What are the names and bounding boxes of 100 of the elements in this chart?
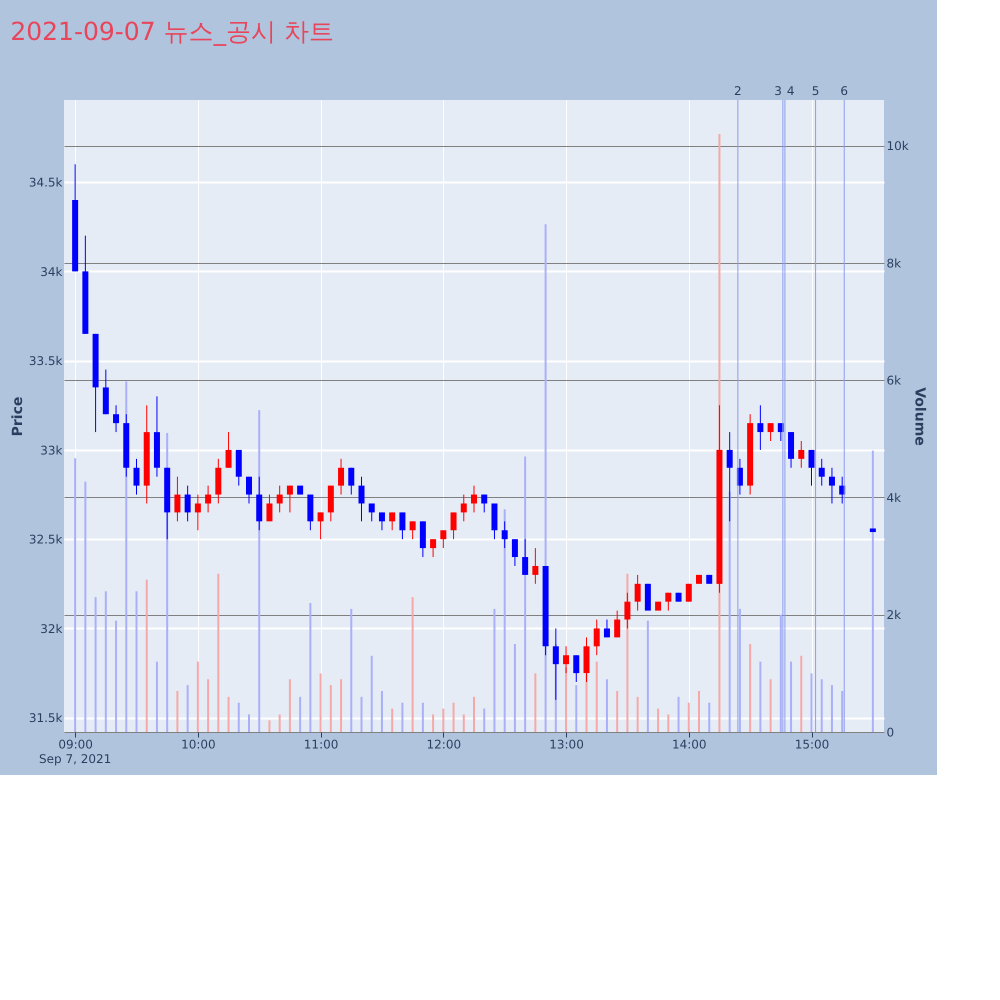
- candlestick: [818, 458, 825, 486]
- candlestick: [399, 512, 406, 540]
- x-tick-label: 13:00: [549, 738, 584, 752]
- bar: [104, 591, 107, 732]
- candlestick: [665, 592, 672, 612]
- ref-line-label: 5: [812, 84, 820, 98]
- candlestick: [276, 485, 283, 513]
- y2-tick-label: 0: [886, 726, 894, 740]
- bar: [228, 696, 230, 732]
- candlestick: [768, 422, 774, 442]
- candlestick: [174, 476, 180, 522]
- candlestick: [338, 458, 344, 496]
- candlestick: [378, 512, 385, 531]
- y-tick-label: 33k: [40, 443, 63, 458]
- candlestick: [184, 485, 191, 522]
- candlestick: [512, 538, 518, 566]
- candlestick: [481, 494, 488, 513]
- bar: [74, 458, 76, 732]
- candlestick: [389, 512, 396, 531]
- bar: [340, 679, 342, 732]
- ref-line-label: 3: [774, 84, 782, 98]
- bar: [759, 662, 762, 732]
- bar: [738, 608, 741, 732]
- bar: [360, 696, 362, 732]
- bar: [452, 702, 455, 732]
- bar: [94, 597, 97, 732]
- bar: [483, 708, 486, 732]
- candlestick: [828, 467, 835, 504]
- bar: [186, 685, 189, 732]
- bar: [820, 679, 823, 732]
- bar: [473, 696, 475, 732]
- bar: [810, 673, 812, 732]
- text: Sep 7, 2021: [39, 752, 112, 766]
- candlestick: [450, 512, 457, 540]
- bar: [462, 714, 465, 732]
- bar: [646, 620, 649, 732]
- bar: [841, 690, 844, 732]
- bar: [207, 679, 210, 732]
- candlestick: [502, 520, 508, 549]
- bar: [606, 679, 608, 732]
- bar: [370, 656, 373, 732]
- bar: [678, 696, 680, 732]
- candlestick: [460, 494, 467, 522]
- candlestick: [430, 538, 436, 558]
- bar: [350, 608, 352, 732]
- candlestick: [410, 520, 416, 540]
- candlestick: [624, 592, 630, 629]
- y2-tick-label: 8k: [886, 256, 902, 270]
- bar: [698, 690, 700, 732]
- y-tick-label: 34k: [40, 264, 63, 279]
- x-tick-label: 12:00: [426, 738, 462, 752]
- bar: [146, 580, 148, 732]
- bar: [422, 702, 424, 732]
- bar: [688, 702, 690, 732]
- bar: [800, 656, 802, 732]
- bar: [790, 662, 792, 732]
- bar: [749, 644, 752, 732]
- bar: [278, 714, 281, 732]
- y-tick-label: 32k: [40, 622, 63, 636]
- candlestick: [594, 619, 600, 656]
- candlestick: [358, 476, 364, 522]
- candlestick: [113, 404, 120, 433]
- ref-line-label: 6: [840, 84, 848, 98]
- bar: [330, 685, 332, 732]
- bar: [288, 679, 291, 732]
- bar: [268, 720, 270, 732]
- bar: [217, 574, 220, 732]
- bar: [412, 597, 414, 732]
- bar: [401, 702, 404, 732]
- bar: [380, 690, 383, 732]
- x-tick-label: 15:00: [794, 738, 830, 752]
- bar: [596, 662, 598, 732]
- candlestick: [194, 494, 201, 531]
- candlestick: [634, 574, 641, 612]
- candlestick: [318, 512, 324, 540]
- bar: [84, 482, 86, 732]
- candlestick: [604, 619, 610, 638]
- candlestick: [532, 548, 538, 584]
- bar: [616, 690, 618, 732]
- y-tick-label: 31.5k: [28, 711, 63, 726]
- bar: [391, 708, 394, 732]
- y-tick-label: 34.5k: [28, 176, 63, 190]
- y2-tick-label: 2k: [886, 608, 902, 622]
- candlestick: [573, 654, 580, 683]
- candlestick: [471, 485, 477, 513]
- bar: [115, 620, 118, 732]
- bar: [636, 696, 639, 732]
- bar: [248, 714, 250, 732]
- bar: [667, 714, 670, 732]
- ref-line-label: 4: [786, 84, 795, 98]
- bar: [708, 702, 710, 732]
- bar: [136, 591, 138, 732]
- y2-tick-label: 6k: [886, 374, 902, 388]
- bar: [565, 668, 568, 732]
- candlestick: [134, 458, 140, 496]
- bar: [432, 714, 434, 732]
- chart-title: 2021-09-07 뉴스_공시 차트: [10, 17, 334, 46]
- candlestick: [286, 485, 293, 513]
- candlestick: [226, 432, 232, 468]
- bar: [534, 673, 536, 732]
